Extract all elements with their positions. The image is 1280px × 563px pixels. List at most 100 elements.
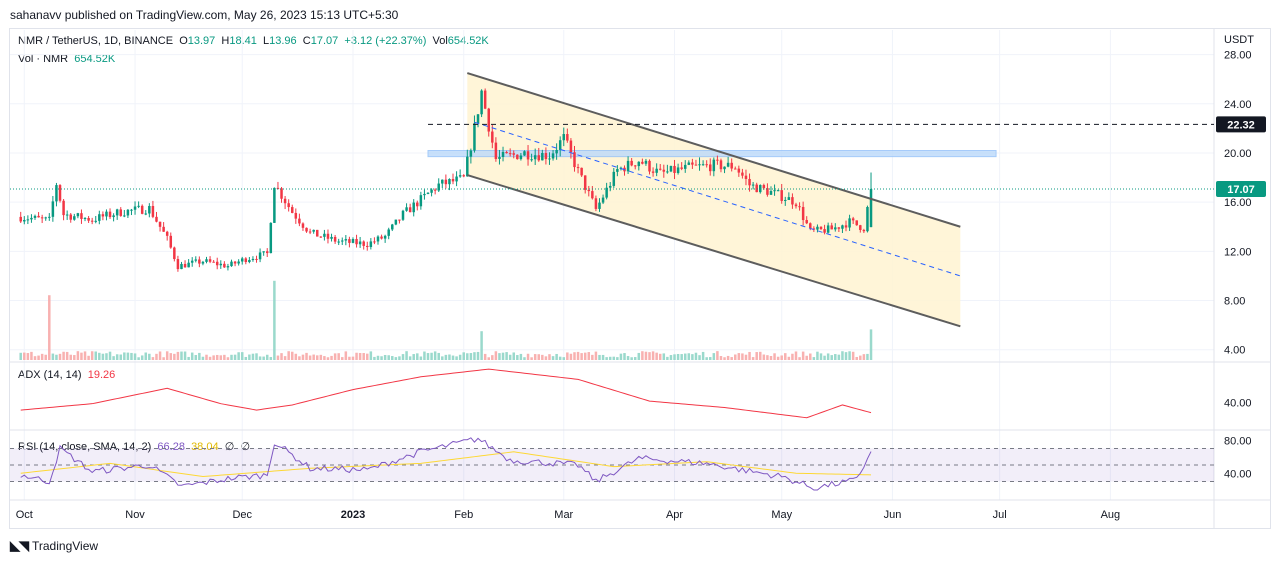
candle-body xyxy=(248,259,251,263)
candle-body xyxy=(716,159,719,161)
low-value: 13.96 xyxy=(269,35,297,47)
candle-body xyxy=(165,231,169,236)
volume-bar xyxy=(669,355,673,360)
volume-bar xyxy=(644,351,648,360)
volume-bar xyxy=(744,354,748,360)
volume-bar xyxy=(834,354,837,360)
volume-bar xyxy=(626,356,630,360)
candle-body xyxy=(123,215,126,217)
candle-body xyxy=(341,240,344,242)
volume-bar xyxy=(487,357,490,360)
volume-bar xyxy=(433,351,437,360)
volume-bar xyxy=(273,280,276,360)
candle-body xyxy=(55,185,58,202)
volume-bars xyxy=(19,280,873,360)
volume-bar xyxy=(780,355,783,360)
volume-bar xyxy=(698,355,701,360)
candle-body xyxy=(40,217,44,219)
candle-body xyxy=(726,162,730,167)
channel-fill xyxy=(467,73,961,327)
volume-bar xyxy=(548,354,551,360)
candle-body xyxy=(834,227,837,230)
candle-body xyxy=(755,184,758,193)
rsi-axis-label: 80.00 xyxy=(1224,435,1252,447)
volume-bar xyxy=(226,357,230,360)
time-tick-label: Oct xyxy=(16,509,33,521)
volume-bar xyxy=(441,356,444,360)
volume-bar xyxy=(423,351,426,360)
candle-body xyxy=(787,197,791,200)
candle-body xyxy=(423,193,426,196)
candle-body xyxy=(26,219,30,221)
volume-bar xyxy=(848,351,851,360)
volume-bar xyxy=(623,353,626,360)
candle-body xyxy=(537,155,541,161)
volume-bar xyxy=(666,356,669,360)
volume-bar xyxy=(755,352,758,360)
volume-bar xyxy=(387,355,390,360)
volume-bar xyxy=(444,354,448,360)
candle-body xyxy=(794,204,798,207)
candle-body xyxy=(458,175,462,177)
volume-bar xyxy=(337,353,340,360)
volume-bar xyxy=(680,354,683,360)
candle-body xyxy=(380,236,383,239)
volume-bar xyxy=(541,354,544,360)
candle-body xyxy=(351,239,355,243)
candle-body xyxy=(862,229,866,232)
candle-body xyxy=(669,165,673,172)
rsi-legend: RSI (14, close, SMA, 14, 2) 66.28 38.04 … xyxy=(18,441,251,453)
volume-bar xyxy=(551,356,555,360)
volume-bar xyxy=(383,354,387,360)
candle-body xyxy=(205,259,208,262)
candle-body xyxy=(698,164,701,166)
volume-bar xyxy=(708,357,712,360)
volume-bar xyxy=(830,355,833,360)
volume-bar xyxy=(769,356,773,360)
candle-body xyxy=(58,185,62,201)
volume-bar xyxy=(841,351,844,360)
candle-body xyxy=(844,225,848,228)
candle-body xyxy=(108,211,112,218)
volume-bar xyxy=(23,352,26,360)
volume-bar xyxy=(630,357,633,360)
candle-body xyxy=(826,225,830,233)
candle-body xyxy=(169,235,173,248)
volume-bar xyxy=(287,351,290,360)
candle-body xyxy=(283,198,287,204)
candle-body xyxy=(126,209,130,216)
volume-bar xyxy=(94,351,97,360)
volume-bar xyxy=(583,352,587,360)
candle-body xyxy=(391,224,394,230)
candle-body xyxy=(183,263,187,268)
volume-bar xyxy=(862,354,866,360)
volume-bar xyxy=(265,354,269,360)
candle-body xyxy=(505,151,508,154)
volume-bar xyxy=(823,355,826,360)
candle-body xyxy=(666,171,669,173)
time-axis: Oct Nov Dec 2023 Feb Mar Apr May Jun Jul Aug xyxy=(16,509,1120,521)
candle-body xyxy=(469,150,473,157)
change-value: +3.12 (+22.37%) xyxy=(344,35,427,47)
volume-bar xyxy=(555,353,558,360)
candle-body xyxy=(140,205,144,214)
candle-body xyxy=(798,206,801,208)
volume-bar xyxy=(859,355,862,360)
volume-bar xyxy=(144,352,148,360)
volume-bar xyxy=(262,356,265,360)
candle-body xyxy=(137,205,140,207)
volume-bar xyxy=(344,351,348,360)
volume-bar xyxy=(458,354,462,360)
candle-body xyxy=(62,200,65,216)
volume-bar xyxy=(65,351,69,360)
candle-body xyxy=(687,162,691,165)
volume-bar xyxy=(416,353,419,360)
volume-bar xyxy=(341,357,344,360)
candle-body xyxy=(594,198,598,209)
price-tick-label: 8.00 xyxy=(1224,296,1245,308)
volume-bar xyxy=(658,353,662,360)
volume-bar xyxy=(348,356,351,360)
candle-body xyxy=(769,191,773,195)
volume-bar xyxy=(526,353,530,360)
